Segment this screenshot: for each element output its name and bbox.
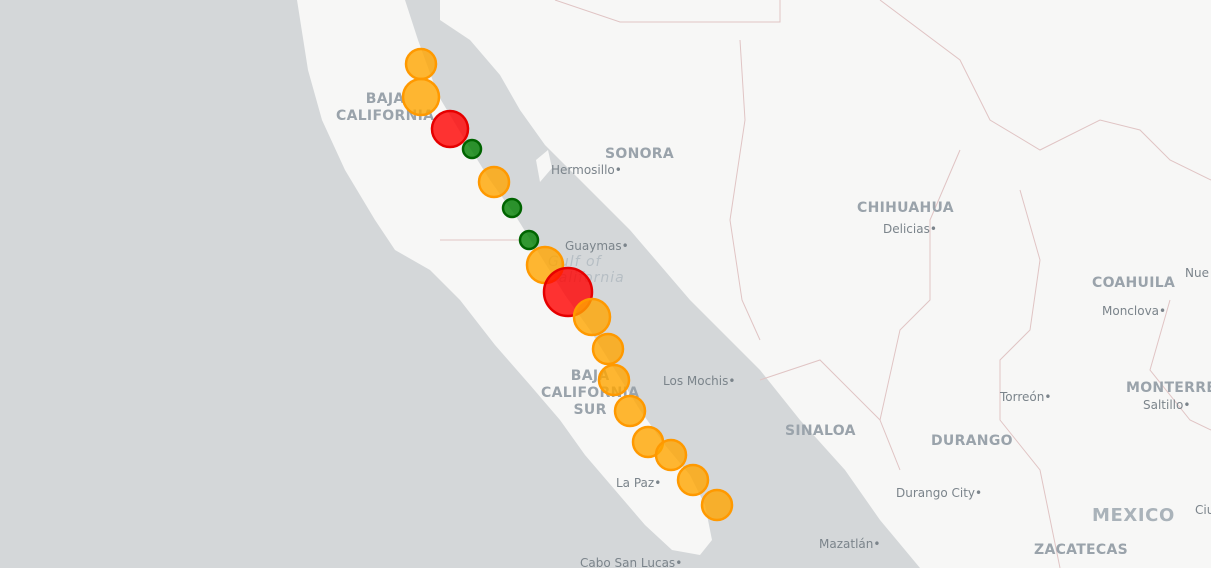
- marker-orange-m11[interactable]: [591, 332, 625, 366]
- city-hermosillo: Hermosillo•: [551, 163, 622, 177]
- marker-orange-m12[interactable]: [597, 363, 631, 397]
- marker-orange-m15[interactable]: [654, 438, 688, 472]
- baja-peninsula: [297, 0, 712, 555]
- marker-orange-m2[interactable]: [401, 77, 441, 117]
- state-borders: [440, 0, 1211, 568]
- label-durango: DURANGO: [931, 433, 1013, 449]
- label-mexico: MEXICO: [1092, 505, 1175, 526]
- city-mazatlan: Mazatlán•: [819, 537, 881, 551]
- city-cabo-san-lucas: Cabo San Lucas•: [580, 556, 683, 568]
- city-saltillo: Saltillo•: [1143, 398, 1191, 412]
- marker-green-m7[interactable]: [518, 229, 540, 251]
- city-torreon: Torreón•: [1000, 390, 1052, 404]
- marker-orange-m17[interactable]: [700, 488, 734, 522]
- label-sinaloa: SINALOA: [785, 423, 856, 439]
- marker-orange-m10[interactable]: [572, 297, 612, 337]
- marker-red-m3[interactable]: [430, 109, 470, 149]
- city-monclova: Monclova•: [1102, 304, 1167, 318]
- mainland: [440, 0, 1211, 568]
- label-monterrey: MONTERREY: [1126, 380, 1211, 396]
- city-delicias: Delicias•: [883, 222, 937, 236]
- marker-green-m4[interactable]: [461, 138, 483, 160]
- island-tiburon: [536, 150, 552, 182]
- label-coahuila: COAHUILA: [1092, 275, 1176, 291]
- marker-orange-m5[interactable]: [477, 165, 511, 199]
- marker-green-m6[interactable]: [501, 197, 523, 219]
- city-guaymas: Guaymas•: [565, 239, 629, 253]
- label-sonora: SONORA: [605, 146, 675, 162]
- city-nuevo: Nue: [1185, 266, 1209, 280]
- city-los-mochis: Los Mochis•: [663, 374, 736, 388]
- city-ciu: Ciu: [1195, 503, 1211, 517]
- marker-orange-m1[interactable]: [404, 47, 438, 81]
- marker-orange-m13[interactable]: [613, 394, 647, 428]
- label-chihuahua: CHIHUAHUA: [857, 200, 954, 216]
- city-la-paz: La Paz•: [616, 476, 662, 490]
- marker-orange-m16[interactable]: [676, 463, 710, 497]
- label-zacatecas: ZACATECAS: [1034, 542, 1129, 558]
- city-durango-city: Durango City•: [896, 486, 983, 500]
